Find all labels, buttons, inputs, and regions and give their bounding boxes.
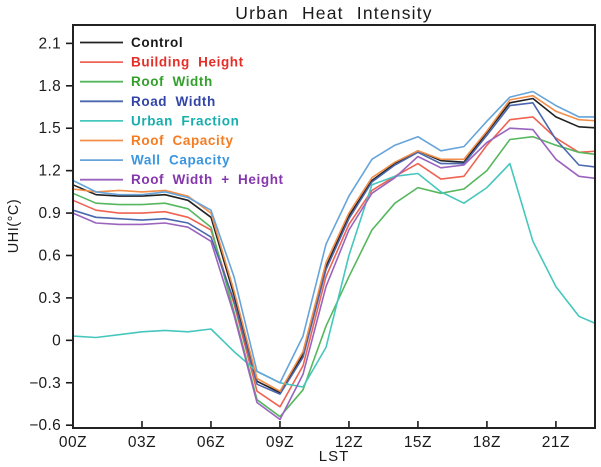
series-line-roof-capacity <box>73 94 595 393</box>
y-tick-label: 1.2 <box>39 163 61 180</box>
series-line-wall-capacity <box>73 90 595 384</box>
y-tick-label: 0 <box>52 332 61 349</box>
y-tick-label: −0.6 <box>29 417 61 434</box>
x-tick-label: 12Z <box>335 434 363 451</box>
series-line-roof-width-height <box>73 127 595 421</box>
legend-label: Urban Fraction <box>131 113 239 128</box>
series-line-control <box>73 97 595 394</box>
legend-label: Wall Capacity <box>131 153 230 168</box>
x-tick-label: 18Z <box>473 434 501 451</box>
y-tick-label: 1.8 <box>39 78 61 95</box>
legend-label: Roof Width + Height <box>131 172 284 187</box>
y-axis-label: UHI(°C) <box>6 198 22 254</box>
x-tick-label: 21Z <box>542 434 570 451</box>
y-tick-label: 0.3 <box>39 290 61 307</box>
legend-label: Roof Width <box>131 74 213 89</box>
series-line-urban-fraction <box>73 162 595 388</box>
legend-label: Building Height <box>131 55 244 70</box>
x-tick-label: 09Z <box>266 434 294 451</box>
chart-title: Urban Heat Intensity <box>235 3 433 23</box>
y-tick-label: 0.6 <box>39 247 61 264</box>
x-tick-label: 00Z <box>59 434 87 451</box>
y-tick-label: −0.3 <box>29 375 61 392</box>
x-tick-label: 03Z <box>128 434 156 451</box>
x-tick-label: 06Z <box>197 434 225 451</box>
y-tick-label: 0.9 <box>39 205 61 222</box>
series-lines <box>73 90 595 421</box>
legend-label: Road Width <box>131 94 216 109</box>
legend: Control Building Height Roof Width Road Wid… <box>80 35 284 187</box>
legend-label: Control <box>131 35 183 50</box>
series-line-road-width <box>73 102 595 395</box>
y-tick-label: 1.5 <box>39 120 61 137</box>
legend-label: Roof Capacity <box>131 133 234 148</box>
x-tick-label: 15Z <box>404 434 432 451</box>
series-line-building-height <box>73 116 595 408</box>
y-tick-label: 2.1 <box>39 35 61 52</box>
plot-frame <box>72 24 596 429</box>
x-axis-label: LST <box>318 448 350 465</box>
